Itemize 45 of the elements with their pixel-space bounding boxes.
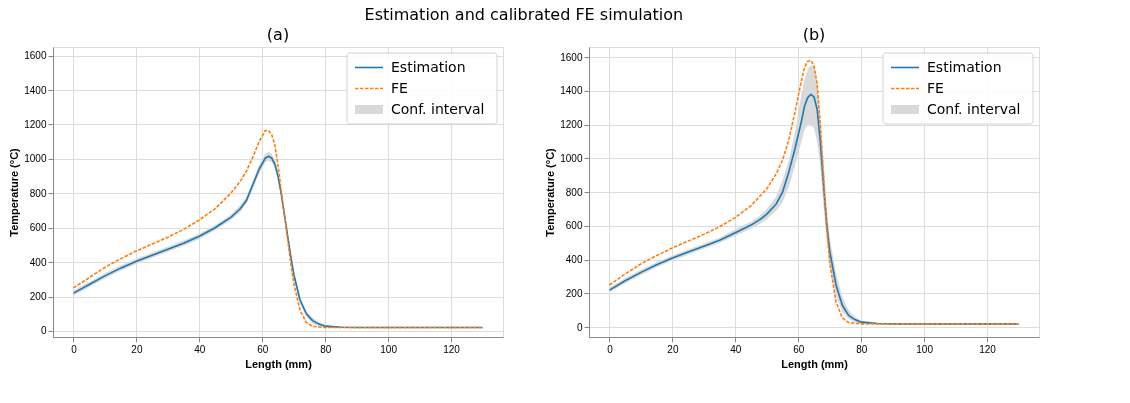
y-tick-label: 200 — [29, 291, 47, 303]
x-axis-title: Length (mm) — [781, 357, 849, 370]
legend-label: FE — [391, 79, 408, 96]
annotation: Conf. interval — [927, 100, 1021, 117]
y-axis-title: Temperature (°C) — [544, 147, 557, 237]
x-tick-label: 120 — [443, 343, 461, 355]
x-tick-label: 60 — [793, 343, 805, 355]
x-tick-label: 100 — [380, 343, 398, 355]
chart-title: (a) — [266, 25, 290, 44]
y-tick-label: 1000 — [24, 153, 47, 165]
x-tick-label: 40 — [730, 343, 742, 355]
y-tick-label: 1000 — [560, 152, 583, 164]
y-tick-label: 600 — [565, 220, 583, 232]
legend-label: FE — [927, 79, 944, 96]
x-axis-title: Length (mm) — [245, 357, 313, 370]
y-tick-label: 1600 — [560, 51, 583, 63]
y-tick-label: 0 — [40, 325, 47, 337]
y-tick-label: 200 — [565, 287, 583, 299]
y-tick-label: 1200 — [560, 119, 583, 131]
y-tick-label: 1400 — [560, 85, 583, 97]
y-tick-label: 1200 — [24, 118, 47, 130]
x-tick-label: 40 — [194, 343, 206, 355]
x-tick-label: 60 — [257, 343, 269, 355]
x-tick-label: 80 — [320, 343, 332, 355]
annotation: Conf. interval — [391, 100, 485, 117]
y-tick-label: 800 — [29, 187, 47, 199]
y-tick-label: 0 — [576, 321, 583, 333]
x-tick-label: 20 — [667, 343, 679, 355]
x-tick-label: 0 — [607, 343, 614, 355]
legend-label: Estimation — [391, 58, 466, 75]
y-tick-label: 1600 — [24, 50, 47, 62]
y-axis-title: Temperature (°C) — [8, 147, 21, 237]
y-tick-label: 400 — [565, 254, 583, 266]
legend-label: Estimation — [927, 58, 1002, 75]
y-tick-label: 1400 — [24, 84, 47, 96]
text: Estimation and calibrated FE simulation — [364, 4, 684, 24]
y-tick-label: 800 — [565, 186, 583, 198]
chart-title: (b) — [802, 25, 826, 44]
x-tick-label: 80 — [856, 343, 868, 355]
x-tick-label: 0 — [71, 343, 78, 355]
x-tick-label: 120 — [979, 343, 997, 355]
y-tick-label: 600 — [29, 222, 47, 234]
x-tick-label: 100 — [916, 343, 934, 355]
y-tick-label: 400 — [29, 256, 47, 268]
x-tick-label: 20 — [131, 343, 143, 355]
